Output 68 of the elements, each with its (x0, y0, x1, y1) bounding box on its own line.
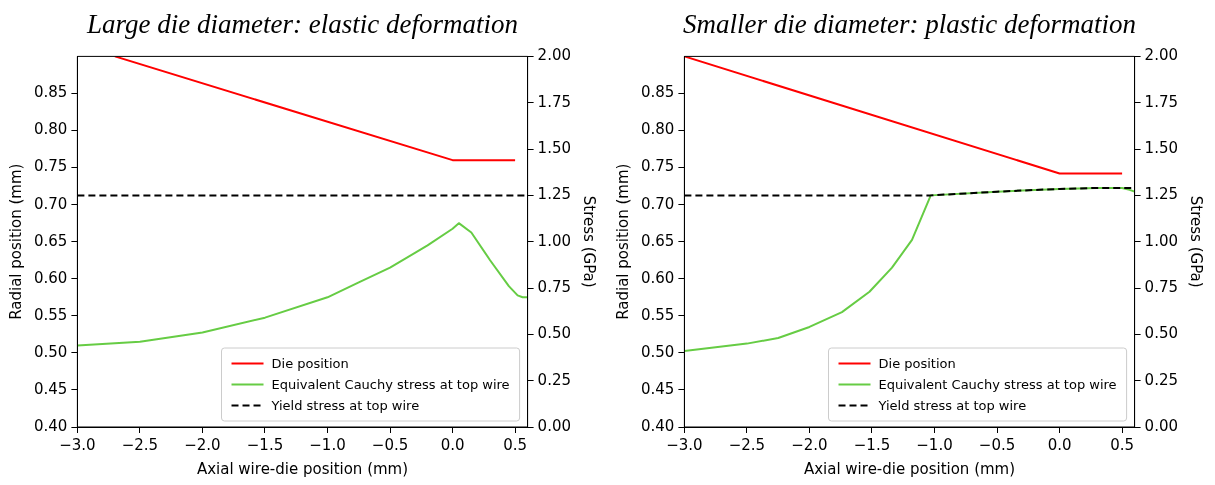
y2-tick-label: 0.75 (1144, 277, 1179, 296)
x-tick-label: −1.5 (853, 435, 891, 454)
legend-label: Yield stress at top wire (270, 397, 420, 413)
y-tick-label: 0.80 (640, 120, 675, 139)
x-tick-label: 0.5 (1110, 435, 1135, 454)
x-tick-label: −3.0 (59, 435, 96, 454)
y-tick-label: 0.40 (33, 416, 68, 435)
y-tick-label: 0.40 (640, 416, 675, 435)
y2-tick-label: 1.50 (1144, 138, 1179, 157)
x-tick-label: −0.5 (978, 435, 1016, 454)
x-tick-label: −2.0 (791, 435, 828, 454)
y2-tick-label: 0.50 (537, 324, 572, 343)
y2-tick-label: 0.00 (1144, 416, 1179, 435)
y-tick-label: 0.85 (640, 83, 675, 102)
x-tick-label: 0.0 (1047, 435, 1072, 454)
y-tick-label: 0.70 (33, 194, 68, 213)
x-axis-title: Axial wire-die position (mm) (803, 459, 1016, 478)
x-axis-title: Axial wire-die position (mm) (196, 459, 409, 478)
legend-label: Equivalent Cauchy stress at top wire (878, 376, 1117, 392)
y-tick-label: 0.75 (33, 157, 68, 176)
x-tick-label: −2.5 (728, 435, 766, 454)
y2-tick-label: 1.50 (537, 138, 572, 157)
y-tick-label: 0.85 (33, 83, 68, 102)
y2-tick-label: 0.25 (1144, 370, 1179, 389)
chart-title: Smaller die diameter: plastic deformation (683, 9, 1136, 40)
x-tick-label: −2.0 (184, 435, 221, 454)
y-tick-label: 0.65 (640, 231, 675, 250)
y2-tick-label: 2.00 (537, 46, 572, 65)
y-tick-label: 0.50 (33, 342, 68, 361)
y2-tick-label: 0.75 (537, 277, 572, 296)
y2-tick-label: 1.00 (537, 231, 572, 250)
y-tick-label: 0.55 (33, 305, 68, 324)
x-tick-label: −1.5 (246, 435, 284, 454)
y-tick-label: 0.75 (640, 157, 675, 176)
legend-label: Die position (271, 355, 349, 371)
y2-tick-label: 1.75 (1144, 92, 1179, 111)
x-tick-label: −1.0 (916, 435, 953, 454)
y2-tick-label: 2.00 (1144, 46, 1179, 65)
y2-tick-label: 1.25 (537, 185, 572, 204)
x-tick-label: 0.5 (503, 435, 528, 454)
y-tick-label: 0.50 (640, 342, 675, 361)
y2-tick-label: 0.50 (1144, 324, 1179, 343)
chart-title: Large die diameter: elastic deformation (86, 9, 518, 40)
y2-axis-title: Stress (GPa) (580, 195, 599, 288)
legend-label: Die position (878, 355, 956, 371)
y2-tick-label: 1.25 (1144, 185, 1179, 204)
x-tick-label: 0.0 (440, 435, 465, 454)
x-tick-label: −0.5 (371, 435, 409, 454)
y2-tick-label: 1.75 (537, 92, 572, 111)
y-tick-label: 0.45 (640, 379, 675, 398)
x-tick-label: −2.5 (121, 435, 159, 454)
x-tick-label: −1.0 (309, 435, 346, 454)
y-tick-label: 0.60 (33, 268, 68, 287)
y-axis-title: Radial position (mm) (613, 163, 632, 320)
x-tick-label: −3.0 (666, 435, 703, 454)
y-tick-label: 0.45 (33, 379, 68, 398)
y2-tick-label: 0.00 (537, 416, 572, 435)
y-tick-label: 0.70 (640, 194, 675, 213)
y-tick-label: 0.65 (33, 231, 68, 250)
y-tick-label: 0.80 (33, 120, 68, 139)
legend-label: Yield stress at top wire (877, 397, 1027, 413)
legend-label: Equivalent Cauchy stress at top wire (271, 376, 510, 392)
y2-axis-title: Stress (GPa) (1187, 195, 1206, 288)
y-axis-title: Radial position (mm) (6, 163, 25, 320)
y-tick-label: 0.60 (640, 268, 675, 287)
y2-tick-label: 0.25 (537, 370, 572, 389)
y2-tick-label: 1.00 (1144, 231, 1179, 250)
y-tick-label: 0.55 (640, 305, 675, 324)
